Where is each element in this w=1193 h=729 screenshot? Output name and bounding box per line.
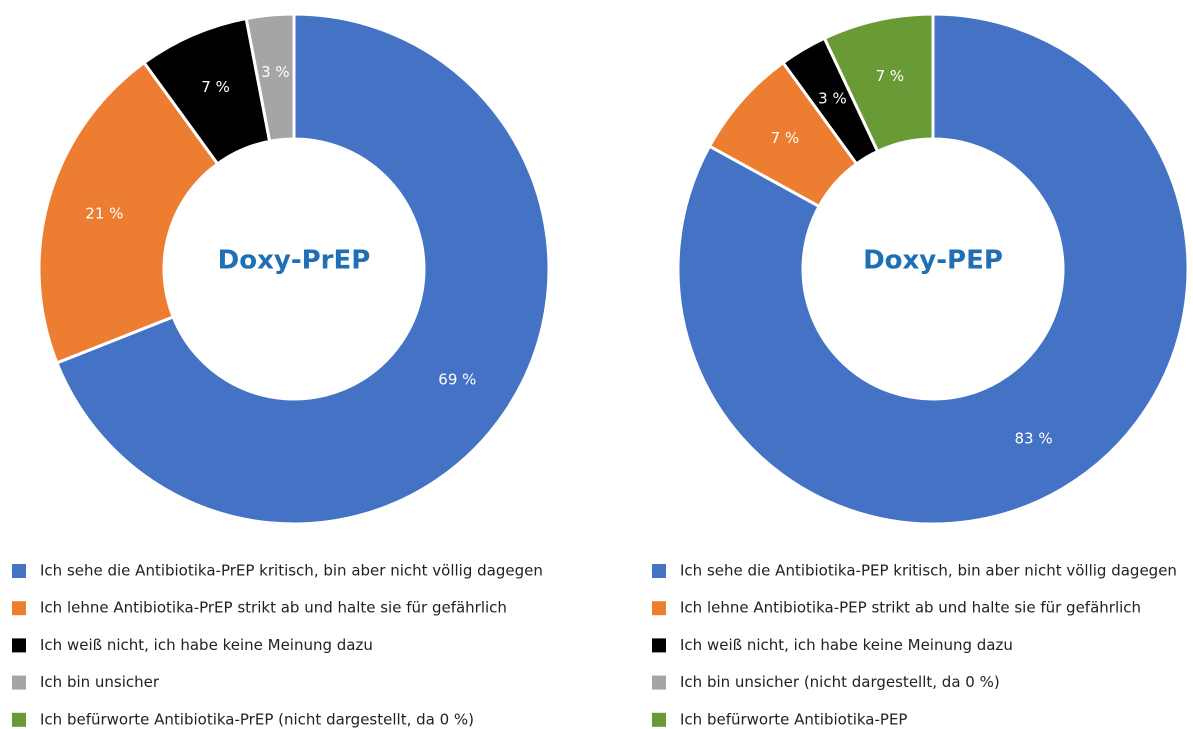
legend-label: Ich lehne Antibiotika-PEP strikt ab und … — [680, 599, 1141, 617]
legend-swatch — [12, 675, 26, 690]
legend-swatch — [652, 638, 666, 653]
value-label: 21 % — [85, 204, 123, 222]
value-label: 7 % — [771, 129, 800, 147]
legend-label: Ich sehe die Antibiotika-PEP kritisch, b… — [680, 562, 1177, 580]
legend-label: Ich lehne Antibiotika-PrEP strikt ab und… — [40, 599, 507, 617]
value-label: 3 % — [261, 63, 290, 81]
legend-label: Ich sehe die Antibiotika-PrEP kritisch, … — [40, 562, 543, 580]
legend-swatch — [652, 564, 666, 578]
legend-label: Ich bin unsicher — [40, 673, 160, 691]
legend-swatch — [12, 601, 26, 616]
legend-label: Ich befürworte Antibiotika-PrEP (nicht d… — [40, 710, 474, 728]
donut-slice — [676, 12, 1190, 526]
legend-swatch — [12, 564, 26, 578]
legend-label: Ich befürworte Antibiotika-PEP — [680, 710, 907, 728]
chart-title: Doxy-PrEP — [218, 246, 371, 276]
value-label: 83 % — [1014, 429, 1052, 447]
donut-slice — [244, 12, 296, 144]
legend-label: Ich bin unsicher (nicht dargestellt, da … — [680, 673, 1000, 691]
legend-swatch — [652, 712, 666, 727]
legend-swatch — [12, 638, 26, 653]
legend-swatch — [652, 601, 666, 616]
donut-slice — [37, 60, 220, 365]
donut-slice — [54, 12, 551, 526]
value-label: 7 % — [876, 67, 905, 85]
value-label: 69 % — [438, 371, 476, 389]
legend-swatch — [12, 712, 26, 727]
legend-label: Ich weiß nicht, ich habe keine Meinung d… — [680, 636, 1013, 654]
donut-slice — [822, 12, 935, 154]
legend-swatch — [652, 675, 666, 690]
value-label: 7 % — [201, 78, 230, 96]
legend-label: Ich weiß nicht, ich habe keine Meinung d… — [40, 636, 373, 654]
value-label: 3 % — [818, 90, 847, 108]
chart-title: Doxy-PEP — [863, 246, 1003, 276]
